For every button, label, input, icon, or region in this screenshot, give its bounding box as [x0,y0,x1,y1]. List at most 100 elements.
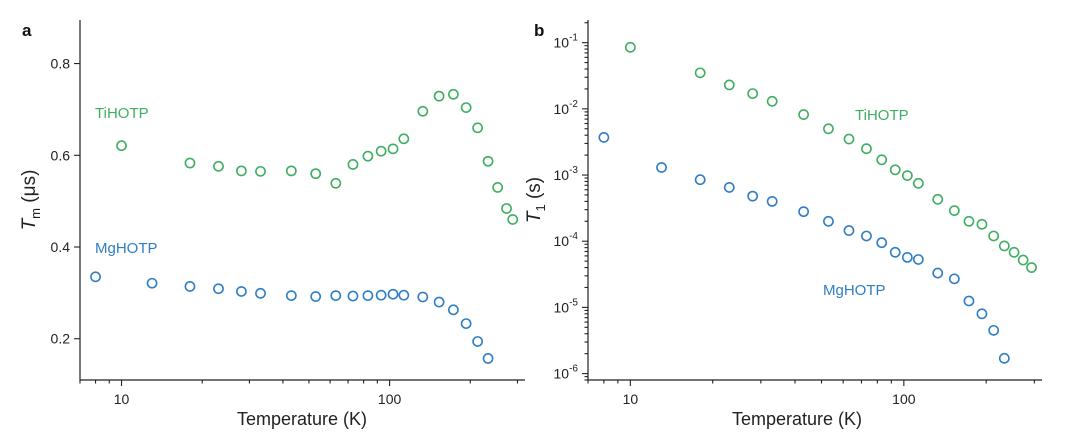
panel-b-y-tick-label: 10-1 [554,33,579,51]
panel-a-tihotp-point [387,143,399,155]
panel-a-tihotp-point [507,214,519,225]
panel-a-x-ticks: 10 100 [79,380,519,407]
panel-a-tihotp-point [375,145,387,157]
panel-b-tihotp-point [932,193,944,205]
panel-b-tihotp-point [876,154,888,166]
panel-a-mghotp-point [398,289,410,301]
panel-a-x-tick-label: 100 [378,391,402,407]
panel-a-tihotp-point [347,159,359,170]
panel-a-y-axis-label-symbol: T [19,217,40,230]
panel-b-x-ticks: 10 100 [587,380,1035,407]
panel-a: a 10 100 0.2 0.4 0.6 0.8 Temperature (K) Tm … [19,20,525,429]
panel-b-mghotp-point [948,273,960,285]
panel-b-y-ticks: 10-6 10-5 10-4 10-3 10-2 10-1 [554,22,588,382]
panel-a-y-tick-label: 0.6 [51,147,71,163]
panel-b-tihotp-point [912,177,924,189]
panel-a-mghotp-point [213,283,224,295]
panel-a-y-axis-label-unit: (μs) [19,170,40,208]
panel-b-mghotp-point [694,174,706,186]
panel-a-mghotp-point [146,277,158,289]
panel-b-tihotp-point [1026,262,1037,273]
panel-b-mghotp-point [876,237,888,249]
panel-a-tihotp-point [255,165,266,177]
panel-a-y-ticks: 0.2 0.4 0.6 0.8 [51,56,80,347]
panel-b-tihotp-point [843,133,855,145]
panel-b-mghotp-point [843,225,855,236]
panel-b-series-label-mghotp: MgHOTP [823,282,886,299]
panel-a-mghotp-point [460,318,472,329]
panel-b-mghotp-point [861,230,872,242]
panel-a-tihotp-point [460,102,472,113]
panel-b-mghotp-point [823,215,834,227]
panel-b-mghotp-point [901,251,913,263]
panel-a-tihotp-point [116,140,127,152]
panel-b-x-axis-label: Temperature (K) [732,409,862,429]
panel-a-mghotp-point [255,287,266,299]
panel-a-points [90,88,519,364]
panel-b-mghotp-point [976,308,988,320]
panel-a-tihotp-point [310,168,322,180]
panel-b-tihotp-point [747,88,759,99]
panel-a-label: a [22,21,32,40]
panel-b-x-tick-label: 10 [623,391,639,407]
panel-b: b 10 100 10-6 10-5 10-4 10-3 10-2 10-1 Tempera… [524,20,1042,429]
panel-a-series-label-tihotp: TiHOTP [95,105,149,122]
panel-a-y-tick-label: 0.8 [51,56,71,72]
panel-b-tihotp-point [1008,246,1020,258]
panel-b-tihotp-point [823,123,834,135]
panel-a-mghotp-point [387,288,399,300]
panel-a-tihotp-point [501,203,512,214]
panel-b-points [598,41,1037,364]
panel-b-mghotp-point [723,182,735,193]
panel-b-mghotp-point [798,206,810,218]
panel-a-tihotp-point [433,90,445,102]
panel-b-y-axis-label-subscript: 1 [533,204,548,211]
panel-b-mghotp-point [988,324,1000,336]
panel-b-label: b [534,21,544,40]
panel-b-tihotp-point [889,164,901,176]
panel-a-mghotp-point [482,353,494,364]
panel-b-tihotp-point [963,215,975,227]
panel-a-mghotp-point [184,281,196,292]
panel-a-tihotp-point [235,165,247,177]
panel-a-tihotp-point [472,122,484,134]
panel-a-tihotp-point [362,150,374,162]
panel-b-tihotp-point [988,230,1000,242]
panel-a-tihotp-point [330,177,342,189]
panel-b-tihotp-point [624,41,636,53]
panel-a-mghotp-point [417,291,429,303]
panel-b-y-tick-label: 10-3 [554,165,579,183]
panel-a-mghotp-point [447,304,459,316]
panel-b-tihotp-point [766,95,778,107]
panel-a-mghotp-point [285,290,297,302]
panel-a-mghotp-point [347,290,359,302]
panel-b-y-tick-label: 10-6 [554,364,579,382]
panel-b-tihotp-point [861,143,872,155]
panel-a-tihotp-point [482,155,494,167]
panel-a-mghotp-point [472,336,484,347]
panel-a-tihotp-point [398,133,410,145]
panel-a-tihotp-point [184,157,196,169]
panel-a-mghotp-point [362,290,374,302]
panel-b-y-axis-label-symbol: T [524,210,545,223]
panel-b-tihotp-point [976,218,988,230]
panel-a-y-axis-label-subscript: m [28,208,43,219]
panel-b-y-tick-label: 10-4 [554,231,579,249]
panel-b-tihotp-point [694,67,706,79]
panel-b-y-axis-label: T1 (s) [524,177,548,223]
panel-b-mghotp-point [598,132,610,143]
panel-b-tihotp-point [998,240,1010,252]
panel-b-tihotp-point [1017,254,1029,266]
panel-b-tihotp-point [901,170,913,182]
panel-a-mghotp-point [330,290,342,302]
panel-b-mghotp-point [656,162,667,173]
panel-a-mghotp-point [433,296,445,308]
panel-a-series-label-mghotp: MgHOTP [95,240,158,257]
panel-b-mghotp-point [963,295,975,307]
panel-a-tihotp-point [213,160,224,172]
panel-b-tihotp-point [798,109,810,120]
panel-a-mghotp-point [375,289,387,301]
panel-a-y-tick-label: 0.4 [51,239,71,255]
panel-a-tihotp-point [492,181,504,193]
